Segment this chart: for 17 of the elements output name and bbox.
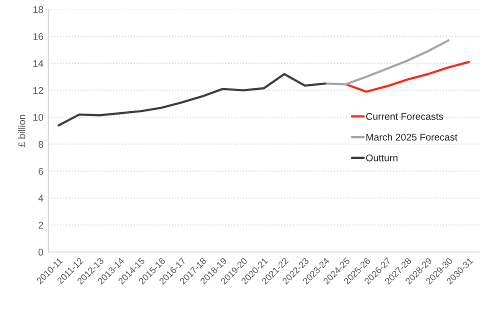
y-tick-label: 14	[33, 60, 44, 67]
legend-label: Outturn	[366, 154, 398, 162]
y-tick-label: 0	[38, 248, 44, 256]
y-tick-label: 8	[38, 140, 44, 148]
y-tick-label: 10	[33, 114, 44, 121]
legend-label: Current Forecasts	[366, 112, 444, 120]
line-series	[324, 39, 450, 86]
line-series	[58, 73, 326, 126]
line-series	[344, 60, 470, 93]
legend-label: March 2025 Forecast	[366, 133, 458, 141]
y-tick-label: 4	[38, 194, 44, 202]
y-tick-label: 16	[33, 33, 44, 40]
y-tick-label: 12	[33, 87, 44, 94]
y-tick-label: 18	[33, 6, 44, 14]
y-tick-label: 2	[38, 222, 44, 229]
y-axis-title: £ billion	[18, 114, 26, 147]
y-tick-label: 6	[38, 168, 44, 175]
